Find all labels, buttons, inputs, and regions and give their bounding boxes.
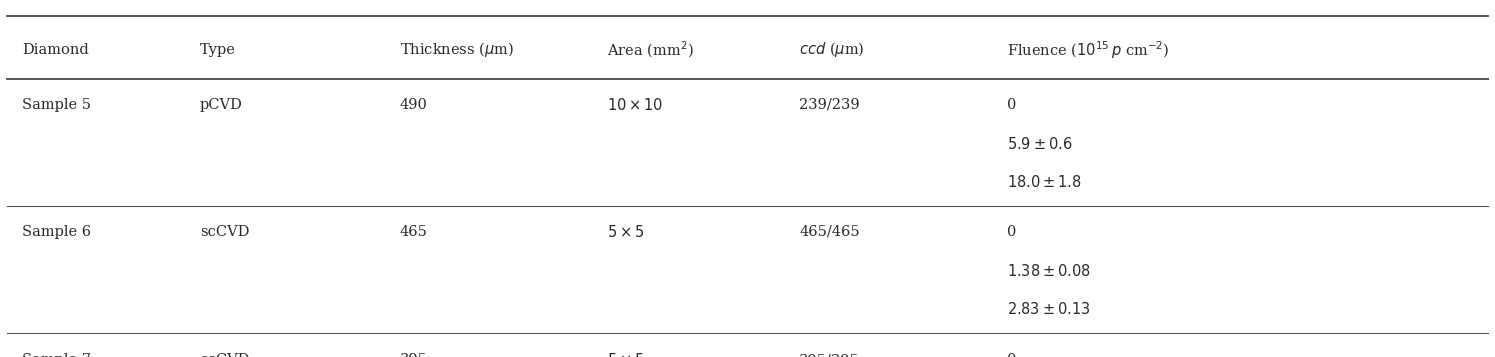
Text: 490: 490 <box>399 98 428 112</box>
Text: 0: 0 <box>1006 225 1017 238</box>
Text: Diamond: Diamond <box>22 43 90 57</box>
Text: scCVD: scCVD <box>200 353 250 357</box>
Text: Thickness ($\mu$m): Thickness ($\mu$m) <box>399 40 514 60</box>
Text: Area (mm$^2$): Area (mm$^2$) <box>607 40 694 60</box>
Text: 465/465: 465/465 <box>800 225 860 238</box>
Text: $18.0 \pm 1.8$: $18.0 \pm 1.8$ <box>1006 174 1081 190</box>
Text: 395/395: 395/395 <box>800 353 860 357</box>
Text: $ccd$ ($\mu$m): $ccd$ ($\mu$m) <box>800 40 864 60</box>
Text: Type: Type <box>200 43 236 57</box>
Text: $5 \times 5$: $5 \times 5$ <box>607 223 644 240</box>
Text: Fluence ($10^{15}\,p$ cm$^{-2}$): Fluence ($10^{15}\,p$ cm$^{-2}$) <box>1006 39 1169 61</box>
Text: 0: 0 <box>1006 353 1017 357</box>
Text: Sample 6: Sample 6 <box>22 225 91 238</box>
Text: scCVD: scCVD <box>200 225 250 238</box>
Text: 0: 0 <box>1006 98 1017 112</box>
Text: 239/239: 239/239 <box>800 98 860 112</box>
Text: $10 \times 10$: $10 \times 10$ <box>607 97 664 113</box>
Text: $1.38 \pm 0.08$: $1.38 \pm 0.08$ <box>1006 263 1090 279</box>
Text: $5.9 \pm 0.6$: $5.9 \pm 0.6$ <box>1006 136 1072 152</box>
Text: $5 \times 5$: $5 \times 5$ <box>607 352 644 357</box>
Text: Sample 5: Sample 5 <box>22 98 91 112</box>
Text: 395: 395 <box>399 353 428 357</box>
Text: 465: 465 <box>399 225 428 238</box>
Text: Sample 7: Sample 7 <box>22 353 91 357</box>
Text: pCVD: pCVD <box>200 98 242 112</box>
Text: $2.83 \pm 0.13$: $2.83 \pm 0.13$ <box>1006 301 1090 317</box>
